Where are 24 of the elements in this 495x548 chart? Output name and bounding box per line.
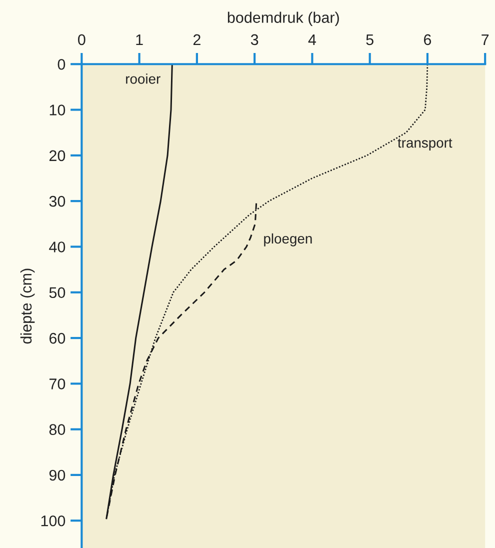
y-tick-label: 10 bbox=[50, 104, 66, 116]
y-tick-label: 70 bbox=[49, 378, 66, 390]
series-label: transport bbox=[398, 138, 452, 150]
x-tick-label: 2 bbox=[193, 34, 200, 45]
y-tick-label: 80 bbox=[49, 424, 66, 435]
x-tick-label: 7 bbox=[482, 34, 489, 45]
y-tick-label: 30 bbox=[49, 196, 66, 207]
x-tick-label: 0 bbox=[78, 34, 86, 46]
y-tick-label: 90 bbox=[49, 470, 66, 481]
y-tick-label: 0 bbox=[58, 58, 66, 70]
y-tick-label: 20 bbox=[49, 150, 66, 162]
y-tick-label: 50 bbox=[49, 287, 66, 298]
series-label: rooier bbox=[126, 74, 160, 84]
x-tick-label: 1 bbox=[136, 34, 143, 45]
x-tick-label: 6 bbox=[424, 34, 432, 46]
y-tick-label: 40 bbox=[49, 242, 66, 252]
y-axis-title: diepte (cm) bbox=[20, 268, 35, 344]
y-tick-label: 100 bbox=[41, 515, 66, 526]
x-tick-label: 4 bbox=[308, 34, 316, 45]
series-label: ploegen bbox=[264, 233, 312, 246]
x-tick-label: 5 bbox=[366, 34, 374, 46]
y-tick-label: 60 bbox=[49, 332, 66, 344]
x-axis-title: bodemdruk (bar) bbox=[228, 12, 339, 26]
x-tick-label: 3 bbox=[250, 34, 258, 46]
